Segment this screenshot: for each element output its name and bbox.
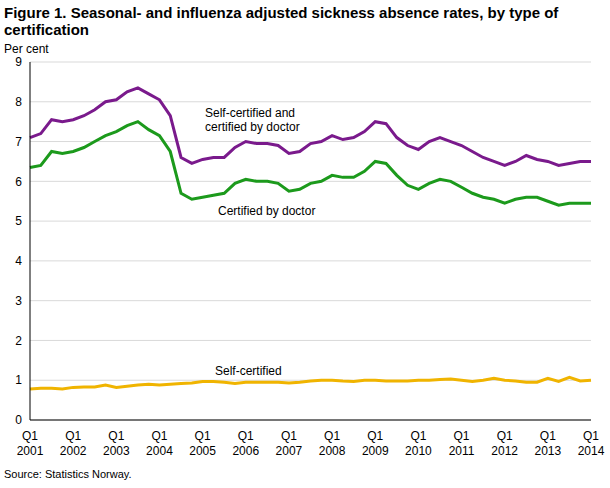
svg-text:0: 0: [15, 413, 22, 427]
svg-text:2006: 2006: [232, 444, 259, 458]
svg-text:4: 4: [15, 254, 22, 268]
html-text:Certified by doctor: Certified by doctor: [218, 204, 316, 218]
svg-text:Q1: Q1: [108, 429, 124, 443]
svg-text:2002: 2002: [60, 444, 87, 458]
svg-text:2001: 2001: [17, 444, 44, 458]
svg-text:1: 1: [15, 373, 22, 387]
svg-text:Q1: Q1: [583, 429, 599, 443]
svg-text:2004: 2004: [146, 444, 173, 458]
svg-text:Q1: Q1: [22, 429, 38, 443]
svg-text:Q1: Q1: [281, 429, 297, 443]
svg-text:2003: 2003: [103, 444, 130, 458]
svg-text:Q1: Q1: [367, 429, 383, 443]
svg-text:6: 6: [15, 175, 22, 189]
svg-text:2012: 2012: [491, 444, 518, 458]
svg-text:2008: 2008: [319, 444, 346, 458]
svg-text:3: 3: [15, 294, 22, 308]
svg-text:Q1: Q1: [454, 429, 470, 443]
svg-text:Q1: Q1: [151, 429, 167, 443]
html-text:Figure 1. Seasonal- and influe: Figure 1. Seasonal- and influenza adjust…: [4, 4, 559, 38]
html-text:Per cent: Per cent: [4, 42, 49, 56]
svg-text:8: 8: [15, 95, 22, 109]
svg-text:Q1: Q1: [497, 429, 513, 443]
svg-text:2013: 2013: [534, 444, 561, 458]
svg-text:5: 5: [15, 214, 22, 228]
svg-text:2014: 2014: [578, 444, 602, 458]
html-text:Self-certified: Self-certified: [215, 364, 282, 378]
svg-text:7: 7: [15, 135, 22, 149]
svg-text:9: 9: [15, 55, 22, 69]
svg-text:Q1: Q1: [540, 429, 556, 443]
svg-text:Q1: Q1: [195, 429, 211, 443]
html-text:Source: Statistics Norway.: Source: Statistics Norway.: [4, 468, 132, 480]
svg-text:2007: 2007: [276, 444, 303, 458]
svg-text:2011: 2011: [449, 444, 475, 458]
svg-text:2: 2: [15, 334, 22, 348]
svg-text:Q1: Q1: [324, 429, 340, 443]
svg-text:2010: 2010: [405, 444, 432, 458]
svg-text:2005: 2005: [189, 444, 216, 458]
svg-text:2009: 2009: [362, 444, 389, 458]
svg-text:Q1: Q1: [65, 429, 81, 443]
html-text:Self-certified and certified b: Self-certified and certified by doctor: [205, 106, 300, 134]
svg-text:Q1: Q1: [238, 429, 254, 443]
svg-text:Q1: Q1: [410, 429, 426, 443]
